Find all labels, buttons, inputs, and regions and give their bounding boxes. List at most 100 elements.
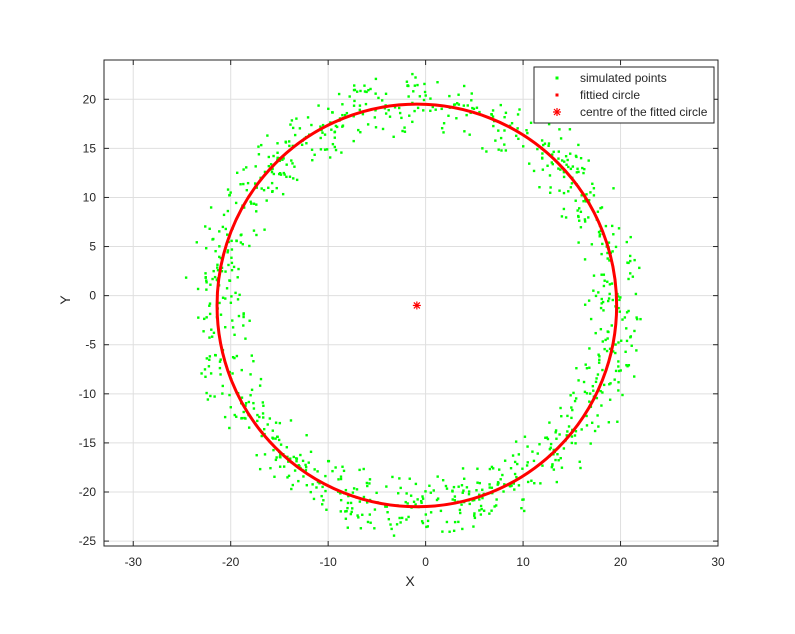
simulated-point [249,200,252,203]
simulated-point [478,493,481,496]
simulated-point [436,475,439,478]
simulated-point [231,356,235,359]
simulated-point [346,506,349,510]
simulated-point [255,454,258,457]
simulated-point [361,513,364,517]
simulated-point [639,317,642,321]
simulated-point [609,382,612,385]
simulated-point [307,461,310,464]
simulated-point [210,328,213,331]
simulated-point [551,153,554,156]
simulated-point [624,350,627,354]
simulated-point [567,425,571,428]
simulated-point [606,257,609,260]
simulated-point [517,484,521,487]
simulated-point [342,469,346,473]
axes-frame [103,59,719,547]
simulated-point [218,230,221,233]
simulated-point [573,399,577,403]
simulated-point [242,206,246,209]
simulated-point [633,329,636,333]
simulated-point [513,488,516,491]
simulated-point [601,391,604,394]
simulated-point [263,170,267,174]
simulated-point [577,214,580,218]
simulated-point [313,153,316,156]
simulated-point [424,513,428,516]
simulated-point [457,485,460,488]
simulated-point [618,298,621,302]
simulated-point [302,475,305,478]
simulated-point [306,116,310,119]
simulated-point [390,527,393,531]
simulated-point [625,311,629,314]
simulated-point [585,193,588,196]
simulated-point [206,398,210,401]
simulated-point [271,429,275,432]
simulated-point [571,165,575,168]
simulated-point [374,126,378,129]
simulated-point [460,484,464,487]
simulated-point [467,492,471,496]
simulated-point [272,172,276,176]
simulated-point [209,283,212,286]
simulated-point [583,258,587,261]
simulated-point [585,414,588,418]
simulated-point [444,484,448,488]
simulated-point [588,392,592,395]
simulated-point [230,261,234,265]
simulated-point [554,429,558,432]
simulated-point [266,134,269,137]
simulated-point [335,125,339,129]
simulated-point [391,475,394,479]
simulated-point [297,479,300,483]
simulated-point [227,263,230,267]
simulated-point [529,121,533,125]
simulated-point [290,487,293,491]
centre-series [412,301,421,310]
simulated-point [324,474,327,478]
simulated-point [562,447,566,450]
simulated-point [476,481,479,484]
simulated-point [220,269,224,273]
simulated-point [339,475,343,478]
simulated-point [274,458,278,462]
simulated-point [304,465,308,469]
simulated-point [224,326,227,329]
simulated-point [578,460,581,463]
simulated-point [352,139,355,143]
simulated-point [203,368,207,371]
simulated-point [339,510,342,513]
simulated-point [337,92,341,96]
simulated-point [205,357,209,360]
simulated-point [407,95,410,98]
simulated-point [516,462,519,466]
simulated-point [440,126,444,130]
simulated-point [197,316,200,319]
simulated-point [541,168,545,171]
simulated-point [536,147,539,151]
simulated-point [399,486,402,490]
simulated-point [590,421,594,424]
simulated-point [461,491,464,494]
simulated-point [289,419,293,422]
simulated-point [225,287,229,290]
simulated-point [334,124,338,128]
simulated-point [570,435,574,438]
simulated-point [274,437,277,440]
simulated-point [310,148,314,151]
simulated-points-series [184,72,642,537]
simulated-point [461,527,464,531]
simulated-point [547,142,551,145]
simulated-point [208,355,212,358]
simulated-point [295,117,298,120]
simulated-point [333,136,336,139]
simulated-point [476,467,479,470]
simulated-point [233,333,236,337]
simulated-point [258,415,261,419]
simulated-point [480,507,483,511]
simulated-point [236,276,239,279]
simulated-point [244,337,247,340]
simulated-point [216,266,219,269]
